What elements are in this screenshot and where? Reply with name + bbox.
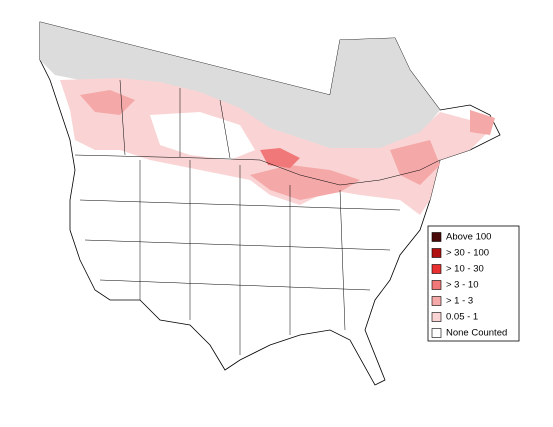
range-band — [60, 78, 490, 215]
patch — [250, 165, 360, 200]
legend-swatch — [431, 264, 442, 274]
legend-label: Above 100 — [446, 232, 491, 243]
legend-label: > 10 - 30 — [446, 264, 484, 275]
legend-label: > 3 - 10 — [446, 280, 478, 291]
legend-swatch — [431, 280, 442, 290]
map — [39, 21, 501, 386]
patch — [470, 110, 495, 135]
legend-label: None Counted — [446, 328, 507, 339]
border — [99, 279, 371, 291]
legend-swatch — [431, 296, 442, 306]
legend-label: > 1 - 3 — [446, 296, 473, 307]
border — [339, 189, 346, 331]
legend-label: 0.05 - 1 — [446, 312, 478, 323]
border — [74, 154, 441, 186]
legend-swatch — [431, 328, 442, 338]
legend: Above 100 > 30 - 100 > 10 - 30 > 3 - 10 > 1 … — [427, 225, 520, 342]
patch — [260, 148, 300, 168]
legend-label: > 30 - 100 — [446, 248, 489, 259]
legend-swatch — [431, 312, 442, 322]
interior-gap — [150, 112, 255, 160]
border — [84, 239, 391, 251]
patch — [390, 140, 440, 185]
legend-swatch — [431, 232, 442, 242]
legend-swatch — [431, 248, 442, 258]
border — [119, 79, 126, 156]
arctic-no-count — [40, 22, 440, 150]
legend-box — [427, 225, 520, 342]
border — [219, 99, 231, 159]
